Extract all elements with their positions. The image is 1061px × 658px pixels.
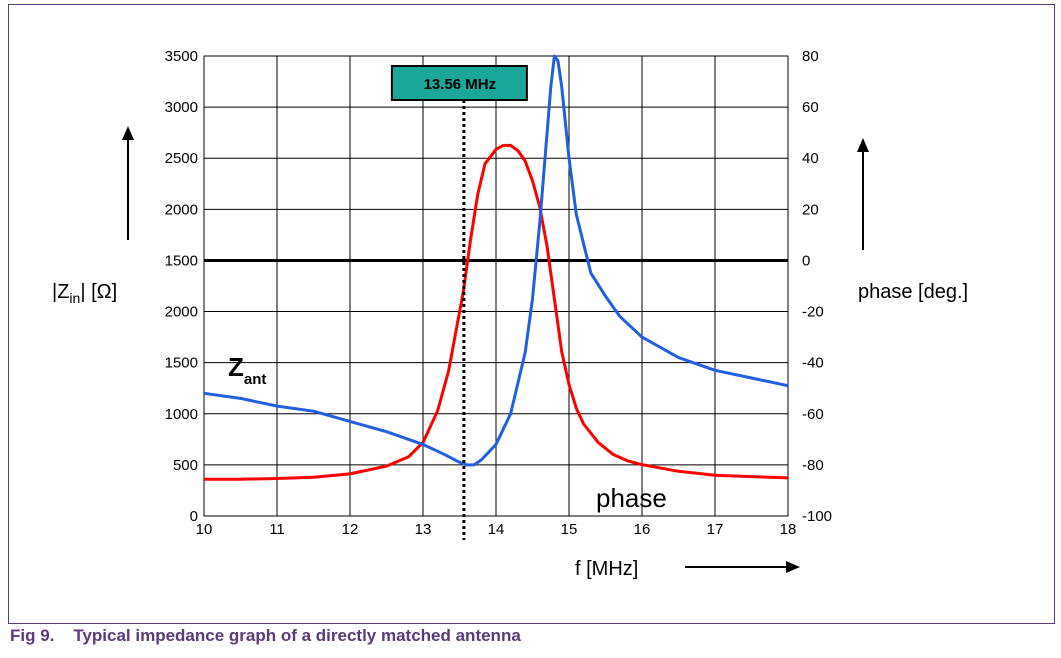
y-left-label: |Zin| [Ω] xyxy=(52,281,117,306)
x-tick-label: 18 xyxy=(780,521,797,538)
y-right-tick-label: 40 xyxy=(802,150,819,167)
frequency-marker-label: 13.56 MHz xyxy=(424,76,497,93)
y-left-tick-label: 2500 xyxy=(165,150,198,167)
y-right-tick-label: 80 xyxy=(802,48,819,65)
x-label: f [MHz] xyxy=(575,558,638,580)
y-right-tick-label: -60 xyxy=(802,406,824,423)
up-arrow-icon xyxy=(122,126,134,140)
y-left-tick-label: 2000 xyxy=(165,304,198,321)
zant-annotation: Zant xyxy=(228,352,266,388)
y-right-label: phase [deg.] xyxy=(858,281,968,303)
x-tick-label: 12 xyxy=(342,521,359,538)
y-left-tick-label: 0 xyxy=(190,508,198,525)
x-label-group: f [MHz] xyxy=(575,558,800,580)
up-arrow-icon xyxy=(857,138,869,152)
frequency-marker-box: 13.56 MHz xyxy=(390,65,528,101)
y-right-tick-label: 60 xyxy=(802,99,819,116)
series-phase-line xyxy=(203,54,789,467)
tick-labels: 0 500 1000 1500 2000 1500 2000 2500 3000 3500 10 11… xyxy=(165,48,832,538)
caption-text: Typical impedance graph of a directly ma… xyxy=(73,626,521,645)
y-left-tick-label: 3000 xyxy=(165,99,198,116)
y-right-tick-label: -40 xyxy=(802,355,824,372)
x-tick-label: 11 xyxy=(269,521,285,538)
caption-number: Fig 9. xyxy=(10,626,55,645)
phase-annotation: phase xyxy=(596,483,667,513)
y-left-tick-label: 1000 xyxy=(165,406,198,423)
y-right-tick-label: 20 xyxy=(802,201,819,218)
y-right-tick-label: -100 xyxy=(802,508,832,525)
series-impedance-line xyxy=(204,143,789,481)
y-left-tick-label: 3500 xyxy=(165,48,198,65)
x-tick-label: 10 xyxy=(196,521,213,538)
figure-caption: Fig 9. Typical impedance graph of a dire… xyxy=(10,626,521,646)
y-left-tick-label: 1500 xyxy=(165,355,198,372)
right-arrow-icon xyxy=(786,561,800,573)
figure-frame xyxy=(8,4,1055,624)
x-tick-label: 17 xyxy=(707,521,724,538)
y-left-label-group: |Zin| [Ω] xyxy=(52,126,134,306)
y-left-tick-label: 2000 xyxy=(165,201,198,218)
plot-area xyxy=(203,55,789,517)
x-tick-label: 15 xyxy=(561,521,578,538)
y-right-tick-label: -80 xyxy=(802,457,824,474)
x-tick-label: 14 xyxy=(488,521,505,538)
y-right-label-group: phase [deg.] xyxy=(857,138,968,303)
y-right-tick-label: 0 xyxy=(802,252,810,269)
y-right-tick-label: -20 xyxy=(802,304,824,321)
y-left-tick-label: 500 xyxy=(173,457,198,474)
x-tick-label: 16 xyxy=(634,521,651,538)
y-left-tick-label: 1500 xyxy=(165,252,198,269)
series-lines xyxy=(203,54,789,540)
grid xyxy=(203,55,789,517)
impedance-chart: 0 500 1000 1500 2000 1500 2000 2500 3000 3500 10 11… xyxy=(52,48,968,580)
x-tick-label: 13 xyxy=(415,521,432,538)
